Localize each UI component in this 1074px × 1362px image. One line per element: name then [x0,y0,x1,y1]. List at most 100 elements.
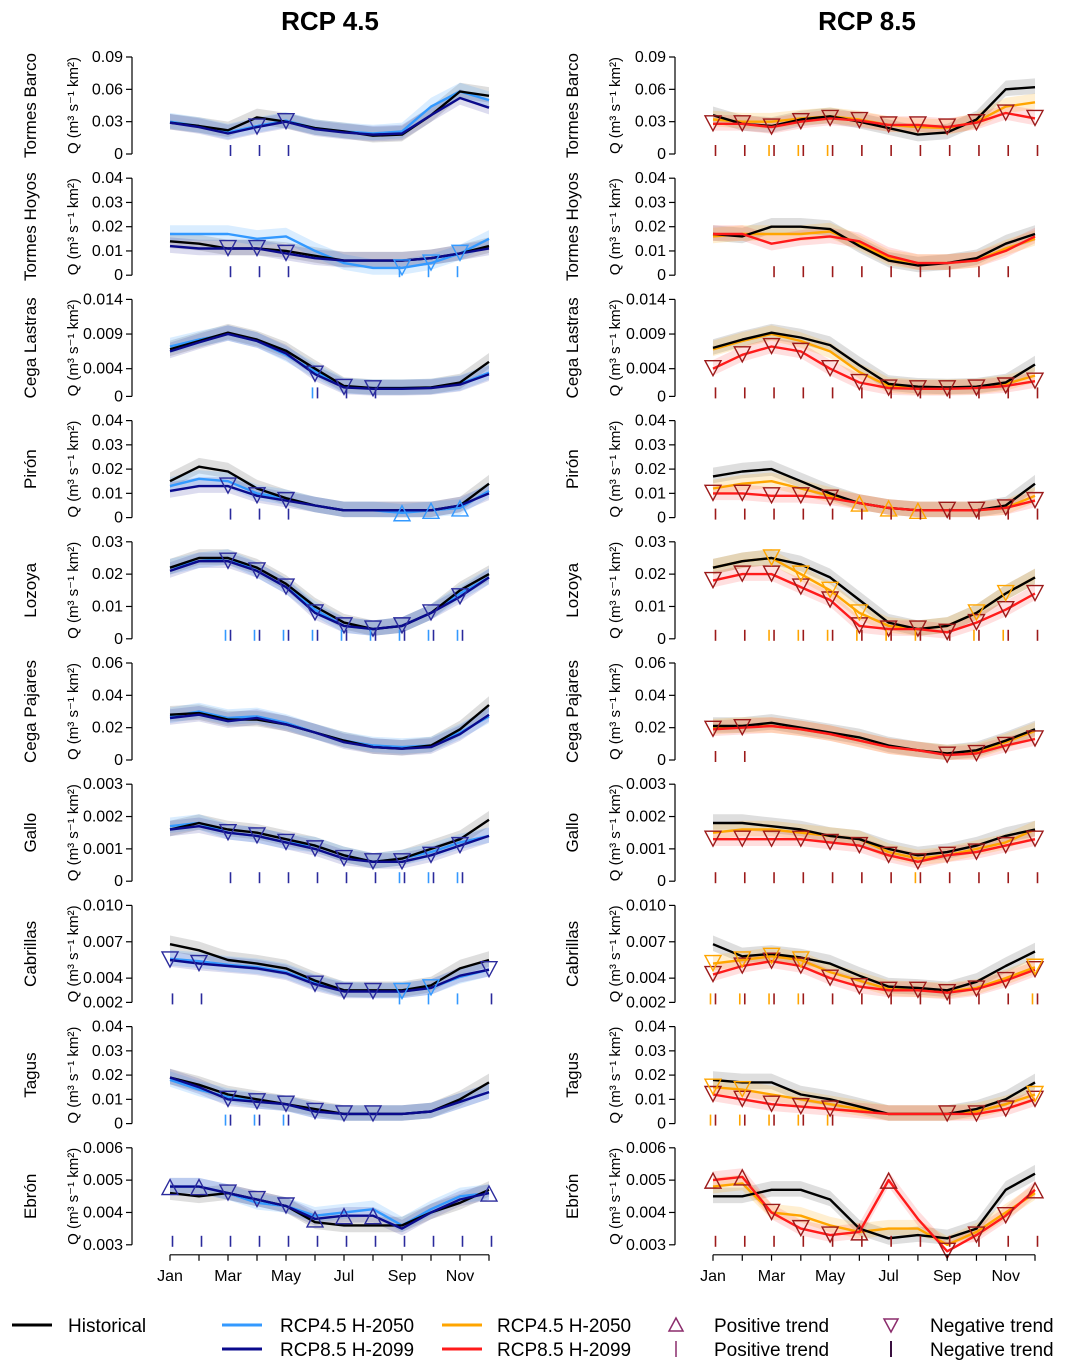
y-tick-label: 0.004 [626,361,666,378]
site-label: Tormes Barco [21,53,40,158]
negative-trend-triangle [762,1203,781,1221]
positive-trend-triangle [479,1184,499,1202]
negative-trend-triangle [996,971,1015,990]
negative-trend-triangle [820,969,840,987]
negative-trend-triangle [733,951,752,969]
y-axis-label: Q (m³ s⁻¹ km²) [65,663,82,760]
x-tick-label: May [815,1268,845,1285]
negative-trend-triangle [820,833,840,851]
site-label: Cabrillas [563,921,582,987]
negative-trend-triangle [967,843,986,861]
panel-tagus-rcp45: 0 0.01 0.02 0.03 0.04 Q (m³ s⁻¹ km²) Tagus [21,1019,490,1133]
x-axis-rcp85: Jan Mar May Jul Sep Nov [700,1254,1036,1285]
negative-trend-triangle [1025,958,1045,976]
negative-trend-triangle [850,836,869,855]
y-tick-label: 0 [657,1116,666,1133]
historical-band [713,218,1035,273]
negative-trend-triangle [218,552,238,570]
negative-trend-triangle [703,1078,723,1096]
y-tick-label: 0.09 [635,49,666,66]
legend-negative-trend-tick-label: Negative trend [930,1340,1054,1361]
negative-trend-triangle [305,1102,325,1120]
negative-trend-triangle [305,840,325,858]
negative-trend-triangle [762,952,781,970]
legend-rcp85-red-label: RCP8.5 H-2099 [497,1340,631,1361]
negative-trend-triangle [218,1090,238,1108]
rcp85-band [170,325,489,396]
negative-trend-triangle [820,591,840,609]
negative-trend-triangle [247,562,267,580]
negative-trend-triangle [967,744,986,763]
negative-trend-triangle [334,1105,354,1123]
negative-trend-triangle [879,620,898,638]
negative-trend-triangle [938,118,957,136]
positive-trend-triangle [879,499,898,517]
historical-band [170,457,489,518]
y-tick-label: 0.01 [635,485,666,502]
y-tick-label: 0.003 [83,1237,123,1254]
negative-trend-triangle [247,118,267,136]
historical-line [713,1172,1036,1240]
y-tick-label: 0.003 [626,776,666,793]
panel-cega-pajares-rcp85: 0 0.02 0.04 0.06 Q (m³ s⁻¹ km²) Cega Pajares [563,655,1045,769]
y-tick-label: 0.006 [626,1140,666,1157]
negative-trend-triangle [733,957,752,975]
y-tick-label: 0.01 [635,1091,666,1108]
y-tick-label: 0.002 [83,809,123,826]
rcp85-line [169,560,490,631]
negative-trend-triangle [334,378,354,396]
positive-trend-triangle [850,494,869,512]
negative-trend-triangle [189,954,209,973]
positive-trend-triangle [879,1171,898,1189]
rcp45-band [170,702,489,754]
y-axis-label: Q (m³ s⁻¹ km²) [65,421,82,518]
y-tick-label: 0 [114,873,123,890]
site-label: Tormes Hoyos [563,172,582,281]
negative-trend-triangle [996,377,1015,395]
panel-tormes-hoyos-rcp45: 0 0.01 0.02 0.03 0.04 Q (m³ s⁻¹ km²) Tormes Ho… [21,170,490,284]
negative-trend-triangle [276,1197,296,1215]
negative-trend-triangle [762,337,781,356]
y-axis-label: Q (m³ s⁻¹ km²) [607,542,624,639]
y-tick-label: 0.03 [92,194,123,211]
rcp45-band [170,549,489,636]
positive-trend-triangle [160,1178,180,1196]
y-axis-label: Q (m³ s⁻¹ km²) [607,784,624,881]
site-label: Tormes Barco [563,53,582,158]
y-tick-label: 0.010 [83,897,123,914]
rcp45-band [170,1071,489,1121]
negative-trend-triangle [791,487,810,505]
y-tick-label: 0 [114,146,123,163]
y-tick-label: 0 [657,267,666,284]
negative-trend-triangle [247,487,267,505]
site-label: Ebrón [563,1174,582,1219]
negative-trend-triangle [421,846,441,864]
rcp85-band [170,1068,489,1121]
y-tick-label: 0.01 [92,1091,123,1108]
negative-trend-triangle [703,484,723,502]
y-tick-label: 0 [657,146,666,163]
negative-trend-triangle [392,982,412,1000]
negative-trend-triangle [421,254,441,272]
negative-trend-triangle [938,501,957,519]
negative-trend-triangle [276,491,296,510]
negative-trend-triangle [276,833,296,851]
y-tick-label: 0.004 [626,970,666,987]
x-tick-label: Sep [933,1268,962,1285]
negative-trend-triangle [967,114,986,132]
historical-band [170,1068,489,1121]
y-tick-label: 0.007 [83,934,123,951]
x-tick-label: Mar [758,1268,786,1285]
y-tick-label: 0.004 [626,1204,666,1221]
negative-trend-triangle [879,379,898,397]
panel-tagus-rcp85: 0 0.01 0.02 0.03 0.04 Q (m³ s⁻¹ km²) Tagus [563,1019,1045,1133]
y-tick-label: 0.02 [92,566,123,583]
rcp85-band [170,477,489,518]
negative-trend-triangle [276,1095,296,1113]
negative-trend-triangle [703,359,723,378]
negative-trend-triangle [334,982,354,1000]
y-axis-label: Q (m³ s⁻¹ km²) [607,421,624,518]
rcp85-band [170,552,489,636]
negative-trend-triangle [1025,584,1045,603]
